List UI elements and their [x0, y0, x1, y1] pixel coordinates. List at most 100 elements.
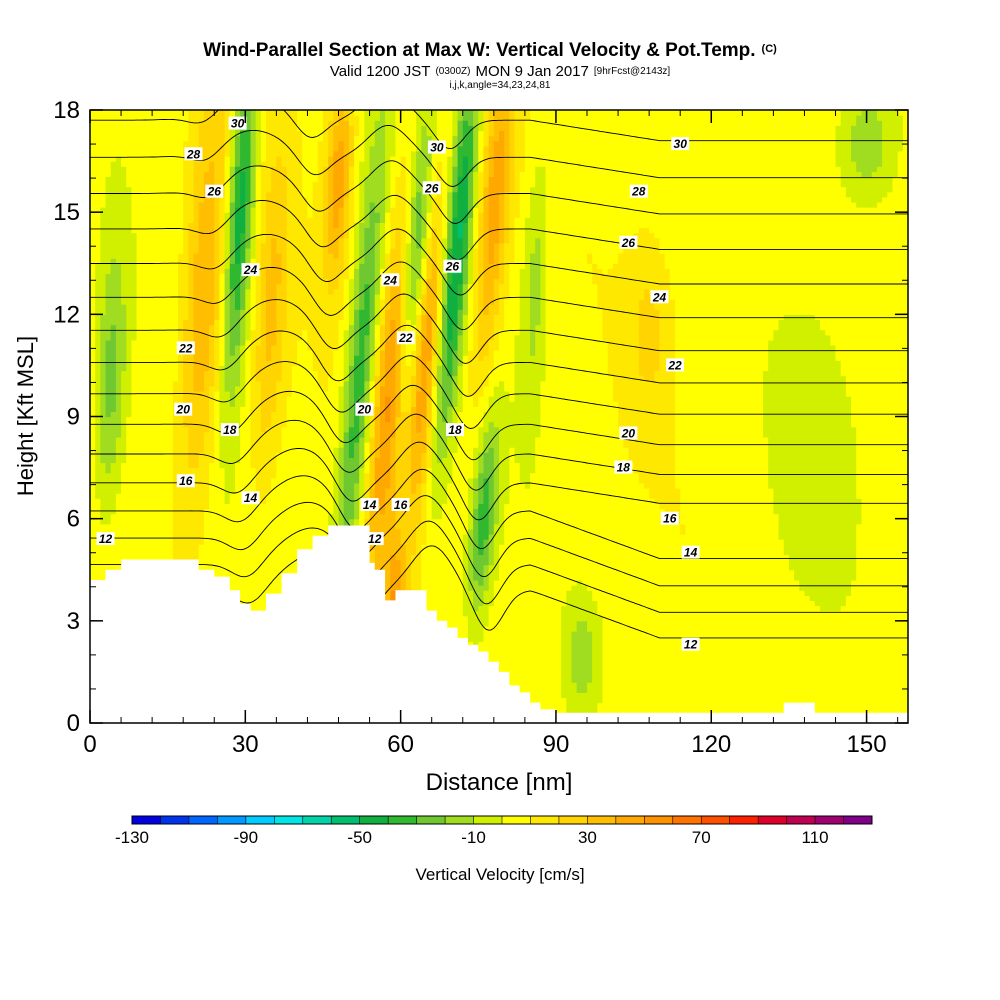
- velocity-cell: [286, 421, 293, 428]
- velocity-cell: [224, 462, 231, 469]
- velocity-cell: [245, 191, 252, 198]
- velocity-cell: [146, 166, 153, 172]
- velocity-cell: [193, 319, 200, 326]
- velocity-cell: [141, 370, 148, 377]
- velocity-cell: [224, 299, 231, 305]
- velocity-cell: [178, 431, 184, 438]
- velocity-cell: [224, 207, 231, 213]
- velocity-cell: [240, 247, 246, 254]
- velocity-cell: [100, 401, 107, 407]
- velocity-cell: [188, 324, 195, 331]
- velocity-cell: [240, 452, 246, 458]
- velocity-cell: [126, 488, 133, 494]
- velocity-cell: [110, 191, 117, 198]
- velocity-cell: [110, 201, 117, 208]
- velocity-cell: [271, 227, 277, 234]
- velocity-cell: [271, 411, 277, 418]
- velocity-cell: [183, 304, 189, 310]
- velocity-cell: [115, 498, 122, 504]
- velocity-cell: [136, 518, 143, 525]
- velocity-cell: [203, 207, 210, 213]
- velocity-cell: [281, 145, 288, 152]
- velocity-cell: [100, 513, 107, 520]
- velocity-cell: [193, 457, 200, 464]
- velocity-cell: [240, 595, 246, 601]
- velocity-cell: [214, 207, 221, 213]
- velocity-cell: [209, 518, 215, 525]
- velocity-cell: [224, 457, 231, 464]
- velocity-cell: [141, 155, 148, 162]
- velocity-cell: [131, 482, 138, 489]
- velocity-cell: [157, 283, 164, 290]
- velocity-cell: [198, 503, 205, 510]
- velocity-cell: [281, 411, 288, 418]
- velocity-cell: [209, 426, 215, 433]
- velocity-cell: [291, 268, 298, 275]
- velocity-cell: [260, 140, 267, 147]
- velocity-cell: [157, 125, 164, 132]
- velocity-cell: [146, 212, 153, 218]
- velocity-cell: [276, 370, 283, 377]
- velocity-cell: [183, 452, 189, 458]
- velocity-cell: [131, 278, 138, 285]
- velocity-cell: [162, 186, 169, 193]
- velocity-cell: [209, 447, 215, 453]
- velocity-cell: [126, 171, 133, 178]
- velocity-cell: [178, 247, 184, 254]
- velocity-cell: [224, 120, 231, 126]
- velocity-cell: [219, 447, 226, 453]
- velocity-cell: [121, 263, 127, 269]
- velocity-cell: [198, 493, 205, 499]
- velocity-cell: [100, 283, 107, 290]
- velocity-cell: [219, 237, 226, 244]
- velocity-cell: [209, 467, 215, 474]
- velocity-cell: [121, 125, 127, 132]
- velocity-cell: [203, 110, 210, 116]
- velocity-cell: [271, 293, 277, 300]
- velocity-cell: [188, 217, 195, 223]
- velocity-cell: [255, 396, 262, 402]
- velocity-cell: [245, 559, 252, 566]
- velocity-cell: [286, 365, 293, 372]
- velocity-cell: [271, 196, 277, 203]
- velocity-cell: [250, 585, 257, 591]
- velocity-cell: [266, 166, 272, 172]
- velocity-cell: [126, 339, 133, 346]
- velocity-cell: [121, 161, 127, 167]
- velocity-cell: [203, 237, 210, 244]
- velocity-cell: [110, 232, 117, 239]
- velocity-cell: [255, 227, 262, 234]
- velocity-cell: [100, 549, 107, 556]
- velocity-cell: [146, 140, 153, 147]
- velocity-cell: [266, 401, 272, 407]
- velocity-cell: [198, 498, 205, 504]
- velocity-cell: [172, 488, 179, 494]
- velocity-cell: [188, 242, 195, 249]
- velocity-cell: [209, 523, 215, 530]
- velocity-cell: [126, 544, 133, 550]
- velocity-cell: [276, 161, 283, 167]
- velocity-cell: [110, 161, 117, 167]
- velocity-cell: [234, 467, 241, 474]
- velocity-cell: [110, 436, 117, 443]
- velocity-cell: [240, 518, 246, 525]
- velocity-cell: [167, 329, 174, 336]
- velocity-cell: [198, 539, 205, 545]
- velocity-cell: [110, 135, 117, 142]
- velocity-cell: [224, 355, 231, 361]
- velocity-cell: [178, 135, 184, 142]
- velocity-cell: [183, 196, 189, 203]
- velocity-cell: [224, 155, 231, 162]
- velocity-cell: [105, 339, 112, 346]
- velocity-cell: [291, 564, 298, 571]
- velocity-cell: [276, 140, 283, 147]
- velocity-cell: [157, 258, 164, 264]
- velocity-cell: [188, 207, 195, 213]
- velocity-cell: [152, 544, 158, 550]
- velocity-cell: [224, 110, 231, 116]
- velocity-cell: [121, 360, 127, 367]
- velocity-cell: [178, 207, 184, 213]
- velocity-cell: [224, 161, 231, 167]
- velocity-cell: [276, 344, 283, 351]
- velocity-cell: [115, 130, 122, 137]
